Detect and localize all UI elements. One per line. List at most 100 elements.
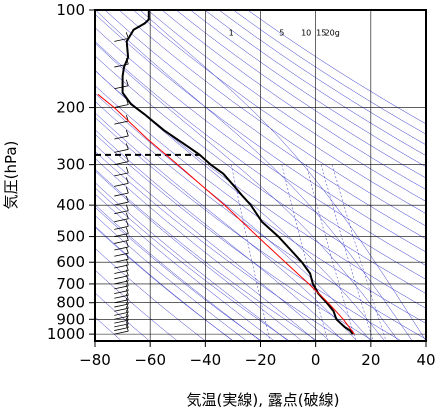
dry-adiabat-line [95,13,426,253]
wind-barb [114,104,129,108]
wind-barb [114,315,129,320]
wind-barb-flag [125,196,129,203]
moist-adiabat-line [95,215,247,341]
moist-adiabat-line [95,92,371,341]
wind-barb [114,323,129,328]
dry-adiabat-line [95,247,206,341]
wind-barb-flag [125,284,129,291]
moist-adiabat-line [95,170,303,341]
wind-barb-flag [125,166,129,174]
wind-barb [114,210,129,215]
wind-barb [114,280,129,285]
temperature-line [121,10,354,335]
wind-barb [114,135,129,140]
wind-barb [114,275,129,280]
wind-barb [114,303,129,308]
y-tick-label: 900 [56,310,85,328]
wind-barb-flag [125,289,129,296]
dry-adiabat-line [95,117,402,341]
dry-adiabat-line [133,10,426,214]
wind-barb-flag [125,247,129,254]
wind-barb [114,192,129,197]
dry-adiabat-line [95,292,150,341]
wind-barb-flag [125,234,129,241]
dry-adiabat-line [161,10,426,190]
mixing-ratio-label: 1 [229,29,234,38]
mixing-ratio-line [305,164,357,341]
moist-adiabat-line [95,112,358,341]
wind-barb [114,149,129,153]
wind-barb-flag [126,1,128,7]
x-tick-label: −40 [190,351,222,369]
wind-barb [114,270,129,274]
moist-adiabat-line [95,182,289,341]
dry-adiabat-line [95,100,426,340]
dry-adiabat-line [95,41,426,280]
wind-barb [114,258,129,263]
wind-barb-flag [125,306,129,313]
wind-barb [114,285,129,290]
wind-barb-flag [125,79,129,86]
y-tick-label: 700 [56,275,85,293]
y-tick-label: 600 [56,253,85,271]
wind-barb [114,299,129,304]
dry-adiabat-line [95,151,346,341]
mixing-ratio-label: 15 [316,29,326,38]
dry-adiabat-line [95,316,122,341]
dry-adiabat-line [190,10,426,168]
wind-barb-flag [125,240,129,248]
mixing-ratio-line [331,164,387,341]
wind-barb [114,201,129,206]
wind-barb [114,38,129,42]
wind-barb [114,218,129,223]
moist-adiabat-line [95,144,330,341]
wind-barb-flag [125,321,129,328]
y-tick-label: 500 [56,228,85,246]
wind-barb-flag [125,279,129,286]
y-tick-label: 800 [56,294,85,312]
wind-barb-flag [125,129,129,137]
mixing-ratio-label: 5 [279,29,284,38]
wind-barb [114,120,129,125]
dry-adiabat-line [233,10,426,135]
wind-barb [114,294,129,299]
moist-adiabat-line [95,157,316,341]
mixing-ratio-label: 10 [301,29,311,38]
dry-adiabat-line [95,55,426,294]
wind-barb [114,246,129,251]
wind-barb-flag [125,317,129,325]
wind-barb-flag [125,220,129,227]
y-tick-label: 400 [56,196,85,214]
parcel-line [97,93,355,335]
dry-adiabat-line [118,10,426,227]
wind-barb [114,240,129,244]
wind-barb-flag [125,155,129,162]
x-axis-title: 気温(実線), 露点(破線) [187,391,340,409]
wind-barb-flag [125,204,129,211]
moist-adiabat-line [95,69,385,341]
wind-barb [114,327,129,331]
wind-barb [114,182,129,187]
wind-barb [114,290,129,295]
dry-adiabat-line [95,206,262,341]
dry-adiabat-line [95,269,178,341]
dry-adiabat-line [95,187,290,341]
wind-barbs [114,1,129,335]
wind-barb [114,233,129,237]
dry-adiabat-line [176,10,426,179]
wind-barb-flag [125,253,129,260]
wind-barb-flag [125,143,129,150]
wind-barb [114,85,129,90]
wind-barb-flag [125,227,129,234]
wind-barb-flag [125,186,129,194]
x-tick-label: 20 [361,351,380,369]
moist-adiabat-line [95,193,275,341]
wind-barb-flag [125,212,129,219]
y-tick-label: 1000 [47,325,85,343]
axis-ticks: −80 −60 −40 −20 0 20 40 100 200 300 400 500 600 70080… [47,1,436,369]
moist-adiabat-line [95,42,399,341]
wind-barb-flag [125,177,129,184]
dry-adiabat-line [95,168,318,341]
